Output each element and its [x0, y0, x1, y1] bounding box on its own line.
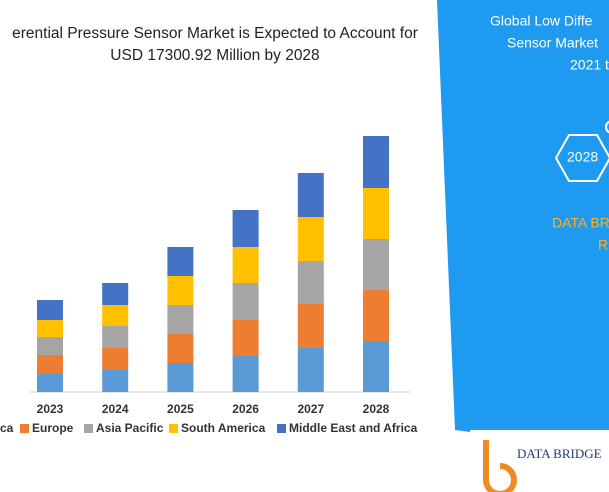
bar-segment [232, 210, 259, 247]
side-heading: Sensor Market [507, 35, 598, 51]
legend-label: Middle East and Africa [289, 421, 418, 435]
bar-segment [297, 261, 324, 304]
side-panel [437, 0, 609, 492]
bar-segment [102, 370, 129, 392]
bar-segment [232, 356, 259, 392]
logo-text: DATA BRIDGE [517, 446, 602, 461]
bar-segment [167, 276, 194, 305]
legend-swatch [84, 424, 93, 433]
chart-title: USD 17300.92 Million by 2028 [110, 47, 319, 64]
bar-segment [37, 320, 63, 337]
bar-segment [232, 320, 259, 356]
x-tick-label: 2028 [363, 402, 390, 416]
bar-segment [167, 247, 194, 276]
bar-segment [167, 334, 194, 363]
x-tick-label: 2023 [37, 402, 64, 416]
side-heading: Global Low Diffe [490, 13, 593, 29]
bar-segment [167, 305, 194, 334]
bar-segment [37, 355, 63, 374]
legend-label: Asia Pacific [96, 421, 164, 435]
legend-swatch [277, 424, 286, 433]
bar-segment [363, 188, 389, 239]
bar-segment [363, 290, 389, 341]
bar-segment [232, 283, 259, 320]
bar-segment [167, 363, 194, 392]
logo-box [470, 430, 609, 492]
bar-segment [297, 173, 324, 217]
legend-swatch [169, 424, 178, 433]
bar-segment [363, 239, 389, 290]
x-tick-label: 2027 [297, 402, 324, 416]
bar-segment [232, 247, 259, 283]
legend-swatch [20, 424, 29, 433]
bar-segment [37, 374, 63, 392]
x-tick-label: 2025 [167, 402, 194, 416]
bar-segment [37, 300, 63, 320]
bar-segment [102, 348, 129, 370]
hexagon-node [605, 120, 609, 134]
logo-icon [483, 440, 517, 492]
chart-title: erential Pressure Sensor Market is Expec… [12, 25, 418, 42]
side-year: 2028 [567, 149, 598, 165]
bar-segment [363, 136, 389, 188]
side-brand: R [598, 237, 608, 253]
bar-segment [102, 283, 129, 305]
side-brand: DATA BR [552, 215, 609, 231]
side-heading: 2021 to [570, 57, 609, 73]
bar-segment [297, 348, 324, 392]
bar-segment [363, 341, 389, 392]
bar-segment [102, 326, 129, 348]
legend-label: ca [0, 421, 14, 435]
x-tick-label: 2024 [102, 402, 129, 416]
bar-segment [297, 304, 324, 348]
hexagon [554, 134, 609, 182]
x-tick-label: 2026 [232, 402, 259, 416]
bar-segment [37, 337, 63, 355]
bar-segment [297, 217, 324, 261]
legend-label: Europe [32, 421, 74, 435]
legend-label: South America [181, 421, 266, 435]
bar-segment [102, 305, 129, 326]
